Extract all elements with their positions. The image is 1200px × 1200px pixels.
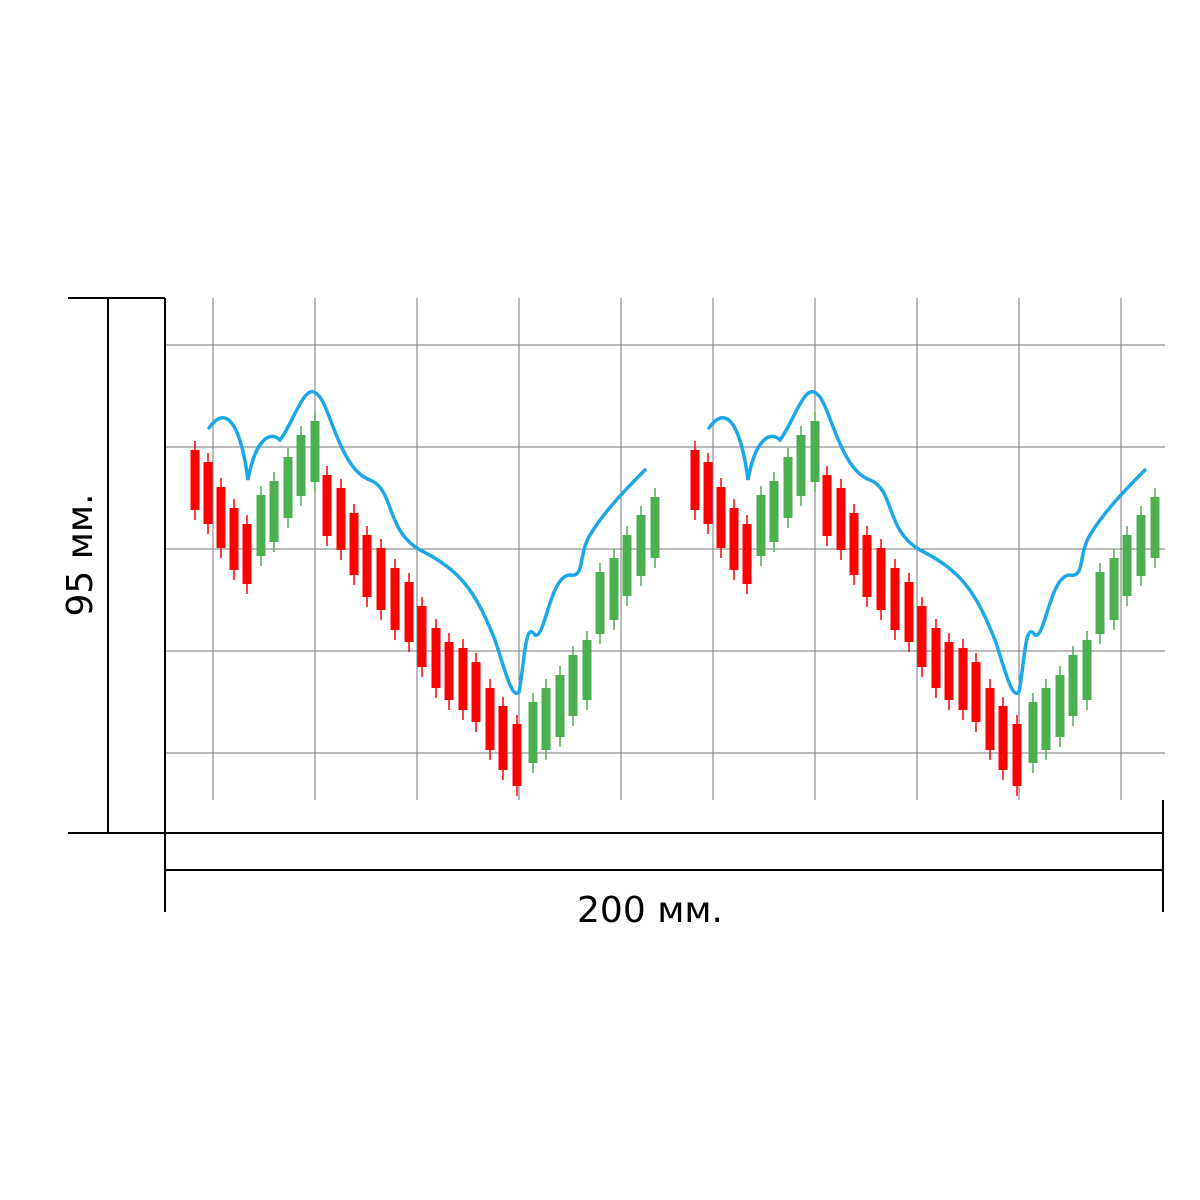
candle-body — [783, 457, 793, 518]
dimension-lines — [68, 297, 1164, 912]
candle-body — [944, 642, 954, 700]
candle-body — [1122, 535, 1132, 596]
candle-body — [1150, 497, 1160, 558]
candle-body — [904, 582, 914, 642]
candle-body — [810, 421, 820, 482]
candle-body — [296, 435, 306, 496]
candle-body — [822, 475, 832, 536]
candle-body — [336, 488, 346, 550]
candle-body — [1041, 688, 1051, 750]
candle-body — [555, 675, 565, 737]
candle-body — [242, 524, 252, 584]
candle-body — [512, 724, 522, 786]
candle-body — [756, 495, 766, 556]
candle-body — [568, 655, 578, 716]
candle-body — [310, 421, 320, 482]
width-label: 200 мм. — [577, 890, 723, 931]
grid — [165, 298, 1165, 800]
pattern — [165, 298, 1165, 800]
candle-body — [216, 487, 226, 548]
candle-body — [349, 513, 359, 575]
candle-body — [876, 548, 886, 610]
curves — [207, 390, 1147, 696]
candle-body — [362, 535, 372, 597]
trend-curve — [207, 390, 647, 696]
candle-body — [1095, 572, 1105, 634]
candle-body — [849, 513, 859, 575]
candle-body — [796, 435, 806, 496]
height-label: 95 мм. — [60, 493, 101, 616]
candle-body — [716, 487, 726, 548]
candle-body — [322, 475, 332, 536]
candle-body — [622, 535, 632, 596]
candle-body — [498, 706, 508, 770]
candle-body — [444, 642, 454, 700]
candle-body — [890, 568, 900, 630]
candle-body — [256, 495, 266, 556]
candle-body — [528, 702, 538, 763]
candle-body — [971, 662, 981, 722]
candle-body — [471, 662, 481, 722]
candle-body — [417, 606, 427, 667]
candle-body — [458, 648, 468, 710]
candle-body — [376, 548, 386, 610]
candle-body — [862, 535, 872, 597]
candle-body — [595, 572, 605, 634]
candle-body — [917, 606, 927, 667]
candle-body — [690, 450, 700, 510]
candle-body — [269, 481, 279, 542]
candle-body — [931, 628, 941, 688]
candle-body — [1136, 515, 1146, 576]
candle-body — [769, 481, 779, 542]
candle-body — [404, 582, 414, 642]
trend-curve — [707, 390, 1147, 696]
candle-body — [485, 688, 495, 750]
candle-body — [636, 515, 646, 576]
candle-body — [729, 508, 739, 570]
candle-body — [958, 648, 968, 710]
candle-body — [836, 488, 846, 550]
candle-body — [431, 628, 441, 688]
candle-body — [541, 688, 551, 750]
candle-body — [582, 640, 592, 700]
candle-body — [190, 450, 200, 510]
candle-body — [742, 524, 752, 584]
candle-body — [1109, 558, 1119, 620]
candles — [190, 412, 1160, 796]
candle-body — [1028, 702, 1038, 763]
candle-body — [229, 508, 239, 570]
candle-body — [1012, 724, 1022, 786]
candle-body — [283, 457, 293, 518]
candle-body — [985, 688, 995, 750]
candle-body — [1082, 640, 1092, 700]
candle-body — [1068, 655, 1078, 716]
candle-body — [703, 462, 713, 524]
candle-body — [1055, 675, 1065, 737]
candle-body — [203, 462, 213, 524]
candle-body — [390, 568, 400, 630]
candle-body — [998, 706, 1008, 770]
candle-body — [650, 497, 660, 558]
candle-body — [609, 558, 619, 620]
